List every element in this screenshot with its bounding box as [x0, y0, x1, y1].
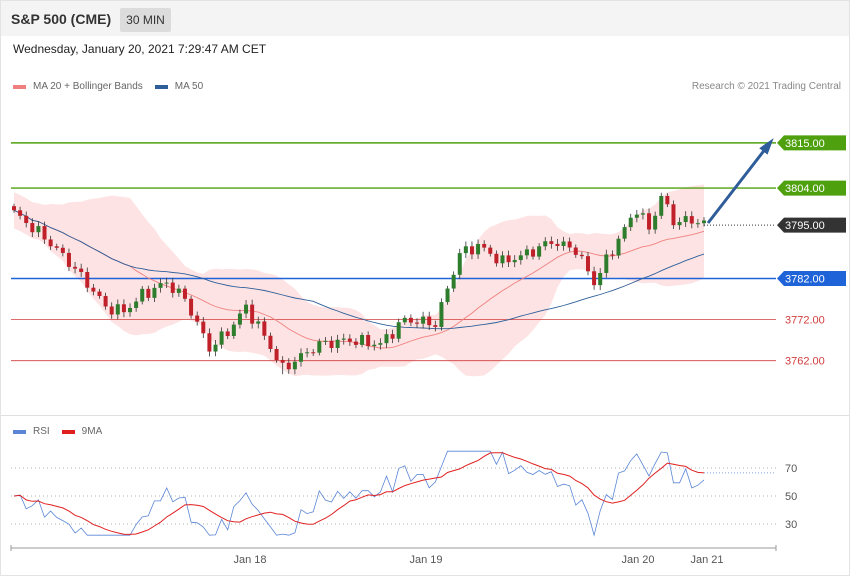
instrument-title: S&P 500 (CME): [11, 11, 112, 27]
legend-label-rsi: RSI: [33, 426, 50, 437]
legend-label-ma50: MA 50: [174, 81, 204, 92]
legend-label-9ma: 9MA: [81, 426, 103, 437]
legend-swatch-ma50: [154, 84, 168, 89]
legend-main: MA 20 + Bollinger Bands MA 50: [13, 81, 203, 92]
timestamp: Wednesday, January 20, 2021 7:29:47 AM C…: [13, 42, 267, 56]
copyright: Research © 2021 Trading Central: [691, 81, 841, 92]
legend-label-ma20: MA 20 + Bollinger Bands: [33, 81, 143, 92]
header-bar: S&P 500 (CME) 30 MIN: [1, 1, 849, 36]
legend-swatch-rsi: [13, 429, 26, 434]
panel-divider: [1, 415, 849, 416]
legend-swatch-ma20: [13, 84, 26, 89]
interval-button[interactable]: 30 MIN: [120, 8, 171, 32]
legend-rsi: RSI 9MA: [13, 426, 102, 437]
legend-swatch-9ma: [61, 429, 75, 434]
